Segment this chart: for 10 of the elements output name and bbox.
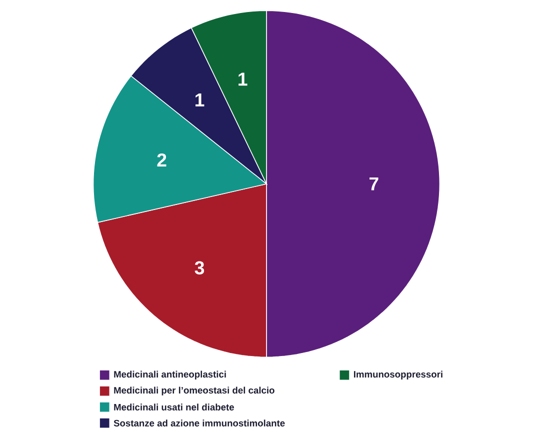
legend-label: Medicinali per l’omeostasi del calcio [114,386,274,396]
data-label: 3 [194,261,204,274]
legend-label: Sostanze ad azione immunostimolante [114,420,285,426]
legend-label: Immunosoppressori [354,370,442,380]
data-label: 1 [196,93,204,106]
data-label: 7 [370,177,378,190]
data-label: 2 [157,153,166,166]
legend-label: Medicinali antineoplastici [114,370,226,380]
data-label: 1 [238,72,248,86]
legend-label: Medicinali usati nel diabete [114,404,234,410]
